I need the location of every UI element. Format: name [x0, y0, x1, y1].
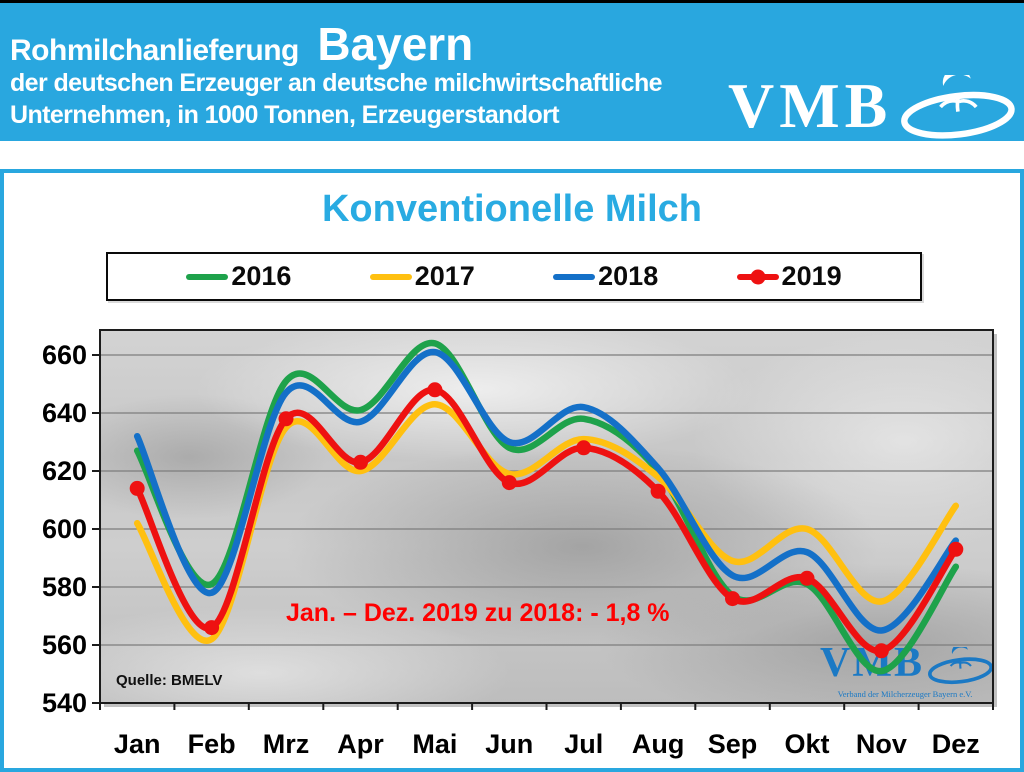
legend-label: 2018	[598, 261, 659, 291]
legend-entry-2016: 2016	[186, 261, 291, 292]
legend-entry-2019: 2019	[736, 261, 842, 292]
legend-swatch-2017	[369, 273, 412, 280]
source-note: Quelle: BMELV	[116, 672, 223, 689]
vmb-watermark-text: VMB	[820, 640, 924, 686]
vmb-watermark: VMB Verband der Milcherzeuger Bayern e.V…	[814, 640, 996, 699]
header-title: Rohmilchanlieferung Bayern	[10, 17, 473, 71]
legend-swatch-2019	[736, 269, 779, 284]
vmb-watermark-swirl-icon	[928, 647, 994, 685]
legend-label: 2019	[781, 261, 842, 291]
header-subtitle-line2: Unternehmen, in 1000 Tonnen, Erzeugersta…	[10, 101, 560, 129]
vmb-watermark-row: VMB	[814, 640, 996, 687]
header-subtitle-line1: der deutschen Erzeuger an deutsche milch…	[10, 69, 663, 97]
legend-marker-dot	[750, 269, 766, 284]
legend-swatch-2016	[186, 273, 229, 280]
annotation-text: Jan. – Dez. 2019 zu 2018: - 1,8 %	[286, 599, 670, 627]
header-band: Rohmilchanlieferung Bayern der deutschen…	[0, 3, 1024, 141]
legend-entry-2018: 2018	[553, 261, 658, 292]
header-title-prefix: Rohmilchanlieferung	[10, 34, 299, 67]
chart-legend: 2016 2017 2018 2019	[106, 252, 922, 301]
chart-title: Konventionelle Milch	[321, 188, 703, 230]
vmb-logo-text: VMB	[728, 70, 893, 141]
vmb-swirl-icon	[901, 75, 1015, 139]
vmb-watermark-subtext: Verband der Milcherzeuger Bayern e.V.	[837, 689, 973, 699]
window-top-edge	[0, 0, 1024, 3]
legend-swatch-2018	[553, 273, 596, 280]
legend-entry-2017: 2017	[369, 261, 475, 292]
legend-label: 2017	[414, 261, 475, 291]
header-title-region: Bayern	[317, 18, 474, 70]
vmb-logo: VMB	[728, 70, 1020, 143]
legend-label: 2016	[231, 261, 292, 291]
